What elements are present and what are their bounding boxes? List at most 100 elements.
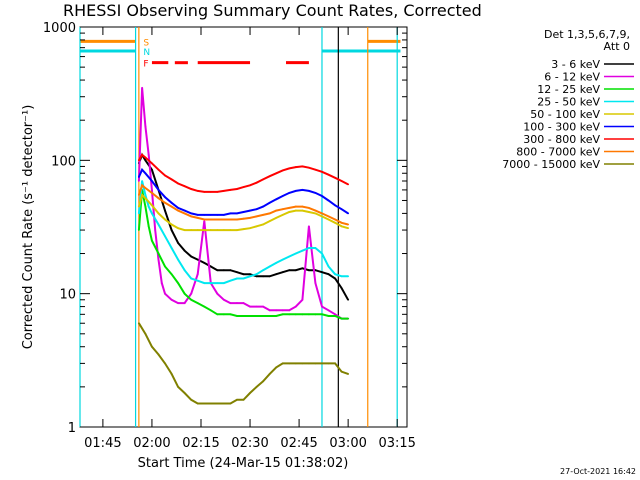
series-point <box>144 197 147 200</box>
series-point <box>327 309 330 312</box>
series-point <box>209 218 212 221</box>
series-point <box>216 190 219 193</box>
series-point <box>151 168 153 171</box>
series-point <box>177 258 180 261</box>
x-tick-label: 02:45 <box>280 436 317 451</box>
series-point <box>327 218 330 221</box>
series-point <box>164 201 166 204</box>
y-tick-label: 1000 <box>43 21 76 36</box>
series-point <box>144 172 147 175</box>
series-point <box>216 292 219 295</box>
series-point <box>301 267 304 270</box>
series-point <box>314 313 317 316</box>
series-point <box>203 282 206 285</box>
legend-label: 3 - 6 keV <box>551 58 600 71</box>
series-point <box>294 205 297 208</box>
series-point <box>209 402 212 405</box>
series-point <box>294 166 297 168</box>
series-point <box>157 252 160 255</box>
series-point <box>308 247 310 249</box>
series-point <box>340 317 343 320</box>
series-point <box>137 176 140 178</box>
legend-label: 50 - 100 keV <box>530 108 600 121</box>
series-point <box>183 269 186 272</box>
legend-label: 800 - 7000 keV <box>516 146 600 159</box>
series-point <box>229 218 232 221</box>
x-tick-label: 03:15 <box>378 436 415 451</box>
series-line <box>138 153 349 193</box>
series-point <box>334 176 336 179</box>
series-point <box>196 217 199 219</box>
series-point <box>144 332 147 335</box>
series-point <box>327 315 330 317</box>
series-point <box>209 190 212 193</box>
series-point <box>340 275 343 278</box>
series-point <box>164 174 166 177</box>
series-point <box>203 305 206 308</box>
series-point <box>236 212 238 215</box>
timestamp-label: 27-Oct-2021 16:42 <box>560 467 636 476</box>
series-point <box>151 191 153 194</box>
series-point <box>314 247 317 249</box>
series-point <box>164 265 166 268</box>
series-point <box>147 205 150 208</box>
series-point <box>203 218 206 221</box>
plot-frame <box>79 26 408 428</box>
series-point <box>327 273 330 276</box>
series-point <box>190 188 193 190</box>
series-point <box>151 212 153 215</box>
x-tick-label: 01:45 <box>84 436 121 451</box>
series-point <box>216 229 219 231</box>
series-point <box>183 185 186 188</box>
series-point <box>249 315 251 317</box>
series-point <box>334 313 336 316</box>
series-point <box>242 217 245 220</box>
series-point <box>203 402 206 405</box>
series-point <box>222 229 225 231</box>
x-tick-label: 02:30 <box>231 436 268 451</box>
series-point <box>170 178 173 181</box>
series-point <box>249 184 251 187</box>
series-point <box>209 309 212 312</box>
series-point <box>196 279 199 282</box>
series-point <box>262 275 265 278</box>
series-point <box>137 205 140 208</box>
series-point <box>222 189 225 192</box>
series-point <box>236 271 238 274</box>
series-point <box>288 362 291 365</box>
series-point <box>314 209 317 212</box>
series-point <box>334 362 336 365</box>
series-point <box>268 315 271 317</box>
legend-label: 6 - 12 keV <box>544 71 600 84</box>
series-point <box>229 313 232 316</box>
series-point <box>308 313 310 316</box>
series-point <box>255 208 258 211</box>
series-point <box>144 159 147 162</box>
series-point <box>262 380 265 383</box>
series-point <box>268 175 271 178</box>
series-point <box>157 168 160 171</box>
series-point <box>288 313 291 316</box>
series-point <box>340 208 343 211</box>
legend-label: 7000 - 15000 keV <box>502 158 600 171</box>
series-point <box>281 169 284 172</box>
series-point <box>154 229 157 231</box>
series-point <box>340 225 343 228</box>
series-point <box>242 273 245 276</box>
series-point <box>327 362 330 365</box>
series-point <box>236 302 238 304</box>
series-point <box>249 275 251 278</box>
series-point <box>301 165 304 168</box>
series-point <box>203 262 206 264</box>
series-point <box>203 229 206 231</box>
series-point <box>294 269 297 272</box>
series-point <box>151 162 153 165</box>
x-tick-label: 02:00 <box>133 436 170 451</box>
series-point <box>164 362 166 365</box>
series-point <box>268 265 271 268</box>
series-point <box>151 189 153 191</box>
series-point <box>288 167 291 170</box>
series-point <box>157 223 160 226</box>
series-point <box>281 309 284 312</box>
